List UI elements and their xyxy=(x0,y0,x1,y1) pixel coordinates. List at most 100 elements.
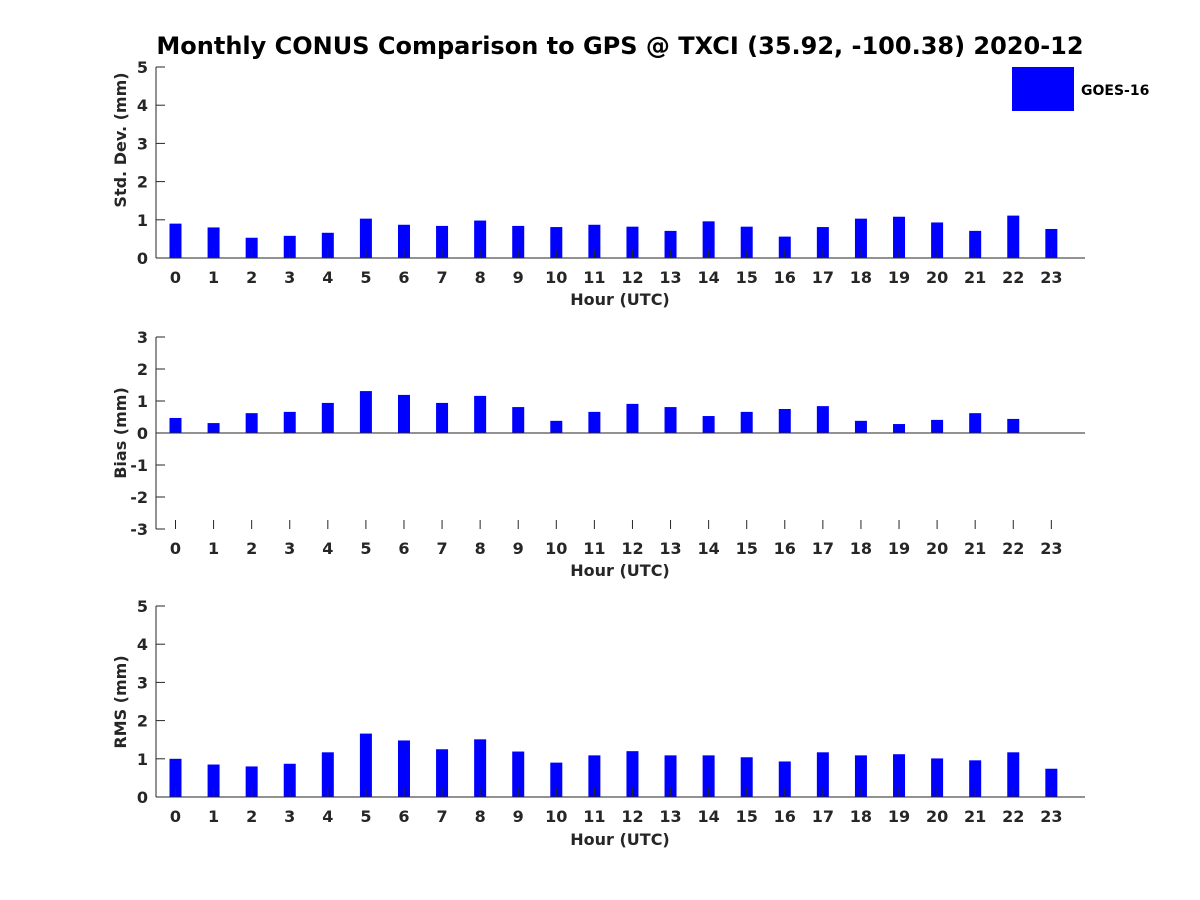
bar-hour-23 xyxy=(1045,768,1058,797)
bar-hour-9 xyxy=(512,407,525,433)
bar-hour-11 xyxy=(588,755,601,797)
x-tick-label: 22 xyxy=(1002,807,1024,826)
x-tick-label: 22 xyxy=(1002,268,1024,287)
x-tick-label: 19 xyxy=(888,268,910,287)
x-tick-label: 12 xyxy=(621,539,643,558)
y-tick-label: 1 xyxy=(137,750,148,769)
x-tick-label: 13 xyxy=(659,539,681,558)
y-tick-label: 2 xyxy=(137,173,148,192)
x-tick-label: 13 xyxy=(659,268,681,287)
bar-hour-7 xyxy=(436,749,449,797)
bar-hour-10 xyxy=(550,420,563,433)
y-axis-label: RMS (mm) xyxy=(111,655,130,748)
bar-hour-11 xyxy=(588,411,601,433)
x-tick-label: 12 xyxy=(621,807,643,826)
x-tick-label: 5 xyxy=(360,539,371,558)
x-tick-label: 16 xyxy=(774,268,796,287)
bar-hour-9 xyxy=(512,751,525,797)
bar-hour-15 xyxy=(740,757,753,797)
y-tick-label: 5 xyxy=(137,597,148,616)
bar-hour-17 xyxy=(816,752,829,797)
bar-hour-20 xyxy=(931,758,944,797)
x-tick-label: 5 xyxy=(360,807,371,826)
bar-hour-18 xyxy=(854,420,867,433)
x-tick-label: 3 xyxy=(284,268,295,287)
x-tick-label: 16 xyxy=(774,807,796,826)
bar-hour-0 xyxy=(169,758,182,797)
y-tick-label: 3 xyxy=(137,673,148,692)
x-tick-label: 3 xyxy=(284,539,295,558)
bar-hour-12 xyxy=(626,226,639,258)
bar-hour-1 xyxy=(207,764,220,797)
bar-hour-9 xyxy=(512,225,525,258)
bar-hour-12 xyxy=(626,403,639,433)
bar-hour-21 xyxy=(969,413,982,433)
bar-hour-14 xyxy=(702,755,715,797)
bar-hour-15 xyxy=(740,226,753,258)
x-tick-label: 9 xyxy=(513,807,524,826)
y-tick-label: 4 xyxy=(137,635,148,654)
bar-hour-16 xyxy=(778,409,791,433)
bar-hour-19 xyxy=(893,216,906,258)
y-tick-label: 1 xyxy=(137,211,148,230)
x-tick-label: 9 xyxy=(513,539,524,558)
y-tick-label: 0 xyxy=(137,788,148,807)
x-tick-label: 3 xyxy=(284,807,295,826)
x-tick-label: 5 xyxy=(360,268,371,287)
x-tick-label: 4 xyxy=(322,539,333,558)
bar-hour-4 xyxy=(321,232,334,258)
bar-hour-10 xyxy=(550,762,563,797)
x-tick-label: 18 xyxy=(850,807,872,826)
x-tick-label: 19 xyxy=(888,807,910,826)
y-tick-label: 3 xyxy=(137,328,148,347)
x-tick-label: 14 xyxy=(697,539,719,558)
bar-hour-8 xyxy=(474,395,487,433)
bar-hour-14 xyxy=(702,416,715,433)
bar-hour-21 xyxy=(969,760,982,797)
bar-hour-11 xyxy=(588,224,601,258)
bar-hour-16 xyxy=(778,761,791,797)
bar-hour-4 xyxy=(321,752,334,797)
x-tick-label: 20 xyxy=(926,539,948,558)
bar-hour-15 xyxy=(740,411,753,433)
x-tick-label: 6 xyxy=(398,807,409,826)
x-tick-label: 8 xyxy=(475,268,486,287)
x-tick-label: 15 xyxy=(736,807,758,826)
y-tick-label: -3 xyxy=(130,520,148,539)
bar-hour-7 xyxy=(436,225,449,258)
y-tick-label: 4 xyxy=(137,96,148,115)
x-tick-label: 19 xyxy=(888,539,910,558)
bar-hour-6 xyxy=(397,740,410,797)
bar-hour-16 xyxy=(778,236,791,258)
bar-hour-1 xyxy=(207,423,220,433)
bar-hour-14 xyxy=(702,221,715,258)
y-tick-label: 2 xyxy=(137,360,148,379)
x-tick-label: 7 xyxy=(436,268,447,287)
bar-hour-12 xyxy=(626,751,639,797)
y-tick-label: 0 xyxy=(137,249,148,268)
bar-hour-17 xyxy=(816,227,829,258)
y-tick-label: 5 xyxy=(137,58,148,77)
bar-hour-13 xyxy=(664,407,677,433)
x-tick-label: 11 xyxy=(583,807,605,826)
bar-hour-5 xyxy=(359,733,372,797)
x-tick-label: 15 xyxy=(736,539,758,558)
y-tick-label: 0 xyxy=(137,424,148,443)
x-tick-label: 23 xyxy=(1040,268,1062,287)
bar-hour-19 xyxy=(893,424,906,433)
y-tick-label: 1 xyxy=(137,392,148,411)
legend-label: GOES-16 xyxy=(1081,83,1149,99)
x-tick-label: 18 xyxy=(850,268,872,287)
bar-hour-19 xyxy=(893,754,906,797)
x-tick-label: 21 xyxy=(964,539,986,558)
bar-hour-20 xyxy=(931,222,944,258)
y-tick-label: 2 xyxy=(137,712,148,731)
bar-hour-13 xyxy=(664,755,677,797)
bar-hour-3 xyxy=(283,411,296,433)
x-tick-label: 4 xyxy=(322,807,333,826)
x-axis-label: Hour (UTC) xyxy=(570,561,670,580)
x-tick-label: 1 xyxy=(208,807,219,826)
